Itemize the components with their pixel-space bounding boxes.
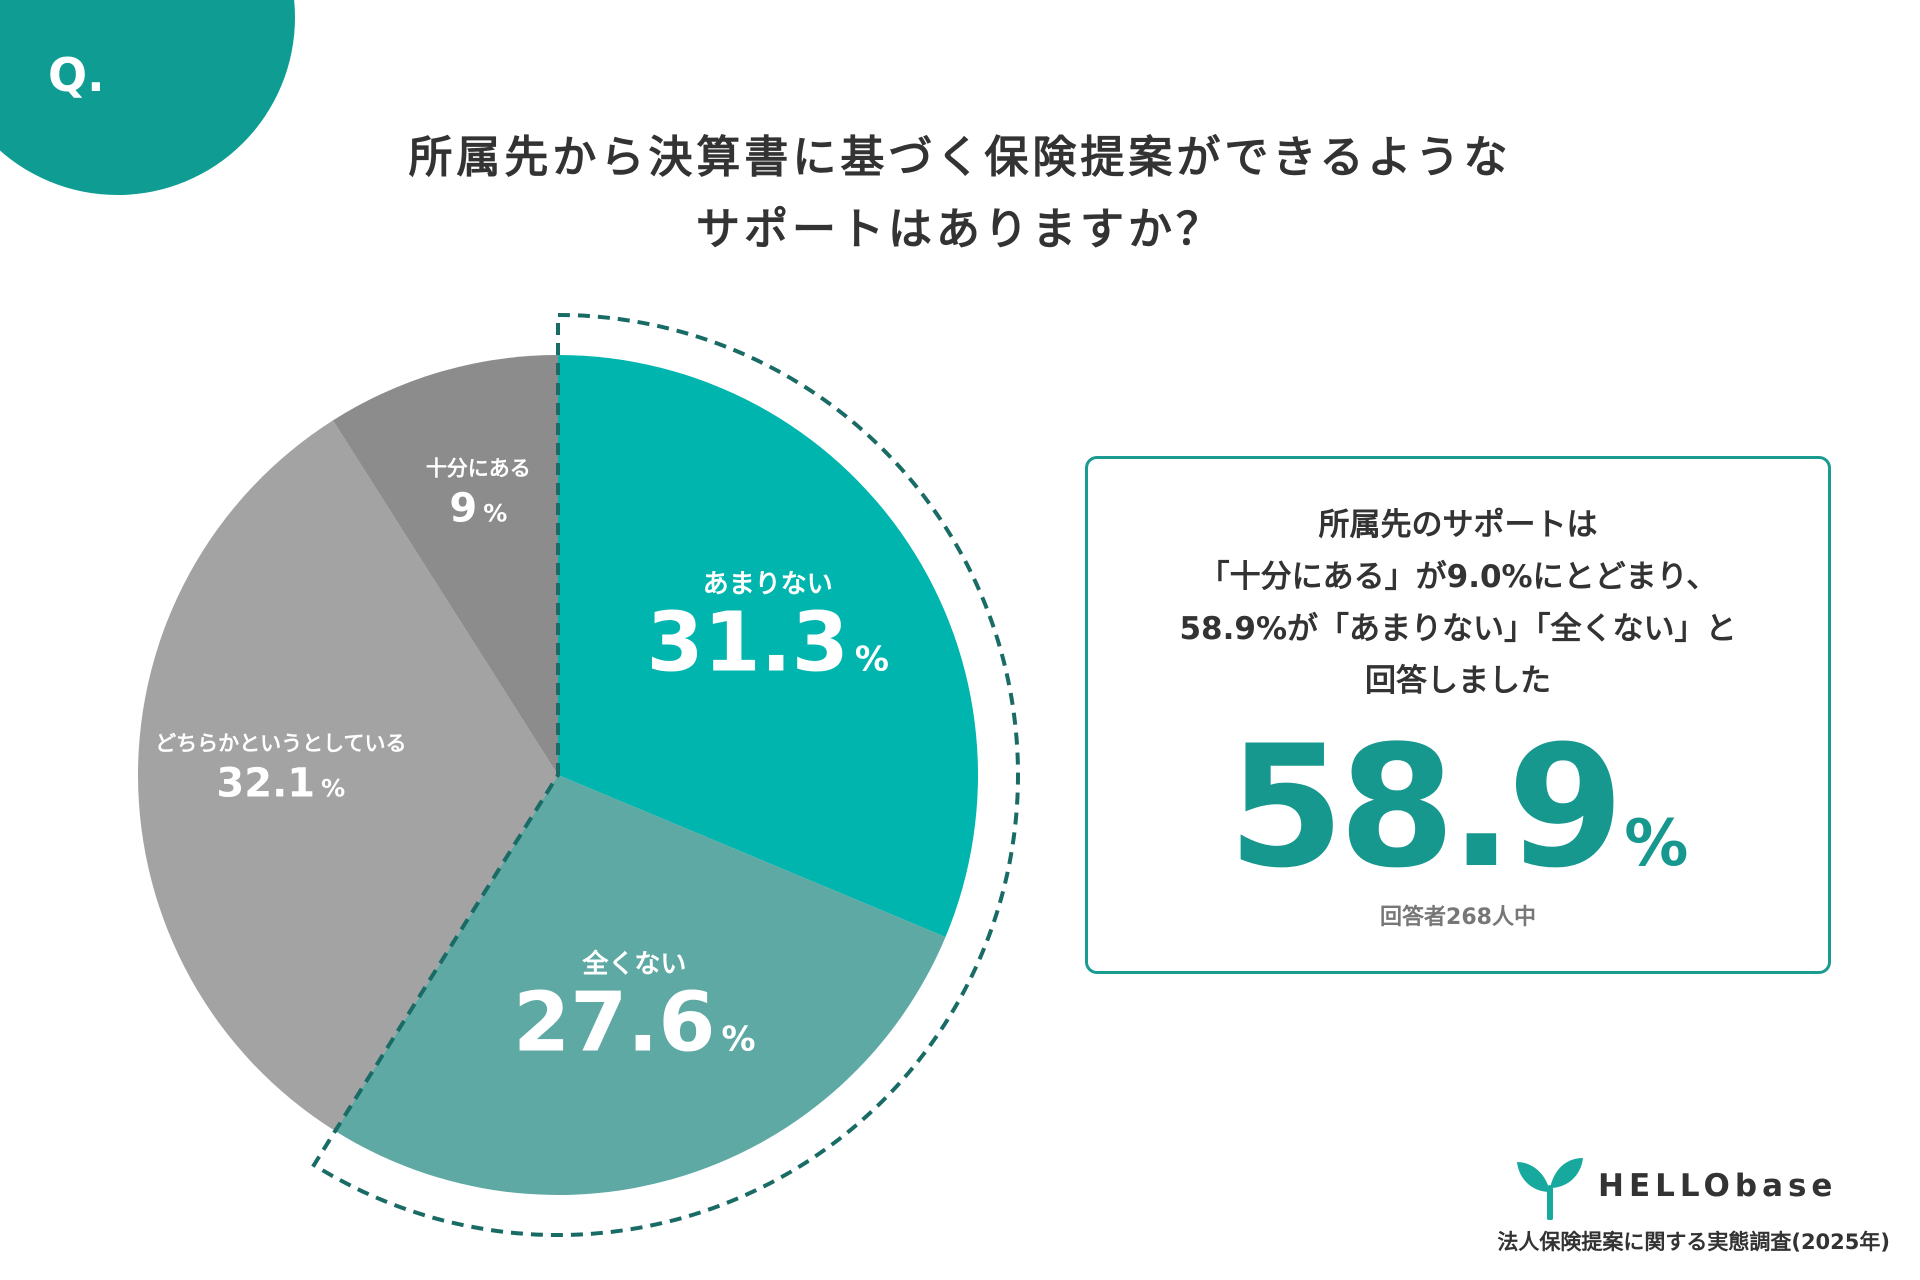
highlight-outline [311,312,1020,1237]
respondent-count: 回答者268人中 [1380,905,1536,930]
callout-line-2: 「十分にある」が9.0%にとどまり、 [1198,559,1718,595]
page-title: 所属先から決算書に基づく保険提案ができるような サポートはありますか？ [0,122,1920,266]
slice-label: 十分にある [426,456,531,480]
pie-slice [137,420,558,1132]
question-badge-label: Q. [48,48,105,102]
pie-slice [558,355,978,937]
callout-big-value: 58.9 [1227,709,1625,905]
slice-label: あまりない [703,569,833,599]
slice-value: 9% [449,485,507,531]
slice-label: どちらかというとしている [155,732,406,756]
callout-line-1: 所属先のサポートは [1318,507,1598,543]
slice-value: 27.6% [513,975,755,1070]
brand-name: HELLObase [1598,1168,1838,1204]
pie-slice [332,355,558,775]
callout-line-4: 回答しました [1365,663,1551,699]
callout-text: 所属先のサポートは 「十分にある」が9.0%にとどまり、 58.9%が「あまりな… [1088,499,1828,707]
brand-logo: HELLObase [1515,1154,1860,1220]
page-title-line-2: サポートはありますか？ [696,204,1224,255]
slice-value: 31.3% [647,595,889,690]
slice-label: 全くない [581,948,686,979]
survey-caption: 法人保険提案に関する実態調査(2025年) [1497,1230,1890,1254]
callout-line-3: 58.9%が「あまりない」「全くない」と [1179,611,1737,647]
pie-slice [335,775,946,1196]
summary-callout: 所属先のサポートは 「十分にある」が9.0%にとどまり、 58.9%が「あまりな… [1085,456,1831,974]
slice-value: 32.1% [216,761,345,807]
sprout-icon [1517,1158,1583,1220]
page-title-line-1: 所属先から決算書に基づく保険提案ができるような [408,132,1512,183]
callout-big-unit: % [1624,807,1689,881]
callout-big-figure: 58.9% [1088,709,1828,905]
